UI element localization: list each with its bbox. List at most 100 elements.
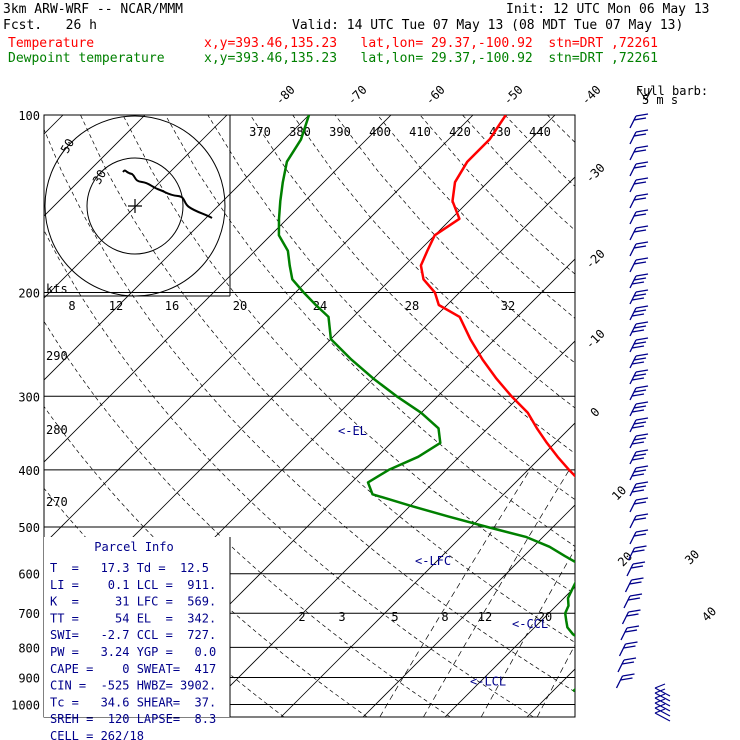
wind-barb-staff	[629, 435, 637, 449]
wind-barb-flag	[635, 353, 649, 357]
pressure-tick-label: 900	[18, 672, 40, 686]
wind-barb-flag	[621, 661, 635, 665]
wind-barb-flag	[635, 113, 649, 117]
wind-barb-flag	[635, 273, 649, 277]
wind-barb-flag	[635, 321, 649, 325]
wind-barb-staff	[617, 659, 625, 673]
wind-barb	[629, 481, 649, 497]
hodograph-unit: kts	[46, 282, 68, 296]
dewpoint-line	[277, 115, 575, 693]
barb-legend-unit: 5 m s	[642, 93, 678, 107]
wind-barb	[620, 625, 640, 641]
wind-barb-flag	[630, 565, 644, 569]
dry-adiabat-line	[377, 115, 575, 319]
wind-barb	[629, 353, 649, 369]
wind-barb-flag	[635, 385, 649, 389]
barb-legend-mark	[637, 87, 653, 101]
wind-barb-staff	[615, 675, 624, 689]
wind-barb-flag	[635, 513, 649, 517]
dry-adiabat-line	[165, 115, 575, 547]
wind-barb-staff	[629, 387, 637, 401]
wind-barb-staff	[618, 643, 627, 657]
pressure-tick-label: 400	[18, 464, 40, 478]
isotherm-label: -80	[273, 83, 298, 108]
theta-side-label: 280	[46, 423, 68, 437]
hodograph-speed-tick: 20	[233, 299, 247, 313]
wind-barb-flag	[622, 673, 635, 677]
wind-barb-flag	[631, 329, 645, 333]
isotherm-label: -20	[583, 247, 608, 272]
wind-barb-staff	[629, 131, 637, 145]
wind-barb-flag	[635, 481, 649, 485]
mixing-ratio-label: 8	[441, 610, 448, 624]
pressure-tick-label: 1000	[11, 699, 40, 713]
wind-barb	[629, 113, 649, 129]
hodograph-speed-tick: 16	[165, 299, 179, 313]
mixing-ratio-line	[588, 470, 717, 717]
wind-barb-flag	[635, 289, 649, 293]
wind-barb-staff	[629, 275, 637, 289]
mixing-ratio-line	[379, 469, 531, 717]
isotherm-line	[44, 115, 392, 463]
parcel-info-row: CIN = -525 HWBZ= 3902.	[50, 679, 216, 693]
wind-barb-staff	[629, 115, 637, 129]
wind-barb-staff	[629, 371, 637, 385]
wind-barb-flag	[631, 345, 645, 349]
dry-adiabat-line	[419, 115, 575, 275]
wind-barb	[629, 465, 649, 481]
wind-barb-flag	[633, 389, 647, 393]
wind-barb-flag	[626, 625, 640, 629]
wind-barb-flag	[633, 405, 647, 409]
wind-barb	[629, 513, 649, 529]
wind-barb-flag	[629, 581, 642, 585]
wind-barb-staff	[629, 291, 637, 305]
wind-barb	[624, 577, 644, 593]
wind-barb-staff	[629, 403, 637, 417]
wind-barb	[623, 593, 643, 609]
parcel-info-row: SWI= -2.7 CCL = 727.	[50, 628, 216, 642]
wind-barb-surface	[654, 688, 671, 702]
wind-barb	[629, 257, 649, 273]
wind-barb-flag	[635, 369, 649, 373]
pressure-tick-label: 200	[18, 286, 40, 300]
wind-barb-flag	[633, 533, 647, 537]
temperature-label: Temperature	[8, 36, 95, 51]
level-marker-label: <-LFC	[415, 554, 451, 568]
dry-adiabat-line	[717, 115, 740, 717]
wind-barb-flag	[633, 469, 647, 473]
wind-barb-flag	[631, 297, 645, 301]
wind-barb-flag	[631, 425, 645, 429]
hodograph-ring-outer	[44, 115, 226, 296]
wind-barb-flag	[628, 609, 641, 613]
wind-barb-surface	[654, 683, 671, 697]
wind-barb-staff	[629, 483, 637, 497]
wind-barb-flag	[623, 645, 636, 649]
wind-barb-flag	[631, 473, 645, 477]
wind-barb-flag	[633, 373, 647, 377]
mixing-ratio-line	[536, 644, 575, 717]
model-title: 3km ARW-WRF -- NCAR/MMM	[3, 2, 184, 17]
parcel-info-row: PW = 3.24 YGP = 0.0	[50, 645, 216, 659]
mixing-ratio-label: 12	[478, 610, 492, 624]
wind-barb-flag	[633, 357, 647, 361]
wind-barb-staff	[624, 579, 633, 593]
wind-barb-staff	[629, 355, 637, 369]
wind-barb-flag	[633, 485, 647, 489]
isotherm-line	[362, 504, 575, 717]
wind-barb	[629, 529, 649, 545]
barb-legend-label: Full barb:	[636, 84, 708, 98]
wind-barb	[618, 641, 638, 657]
wind-barb-flag	[633, 117, 647, 121]
temperature-line	[419, 115, 575, 478]
wind-barb	[629, 193, 649, 209]
isotherm-label: 10	[609, 483, 629, 503]
pressure-tick-label: 300	[18, 390, 40, 404]
wind-barb-flag	[633, 277, 647, 281]
wind-barb-staff	[629, 515, 637, 529]
dry-adiabat-line	[547, 115, 575, 143]
wind-barb-flag	[631, 577, 644, 581]
mixing-ratio-line	[480, 548, 575, 717]
wind-barb-flag	[631, 409, 645, 413]
pressure-tick-label: 700	[18, 607, 40, 621]
